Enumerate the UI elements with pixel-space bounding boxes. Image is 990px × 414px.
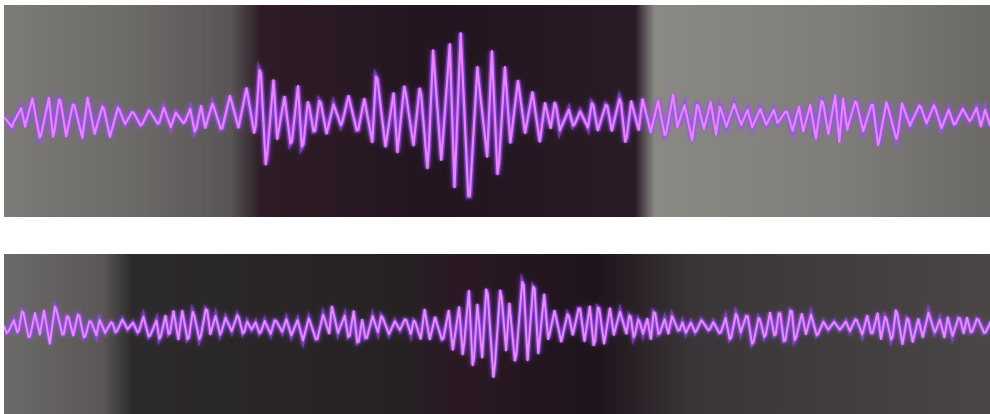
trace-line-bottom <box>4 280 990 379</box>
waveform-trace-top <box>4 5 990 217</box>
oscilloscope-photo-bottom <box>4 254 990 414</box>
trace-line-top <box>4 32 990 198</box>
waveform-trace-bottom <box>4 254 990 414</box>
oscilloscope-photo-top <box>4 5 990 217</box>
separator <box>0 217 990 254</box>
